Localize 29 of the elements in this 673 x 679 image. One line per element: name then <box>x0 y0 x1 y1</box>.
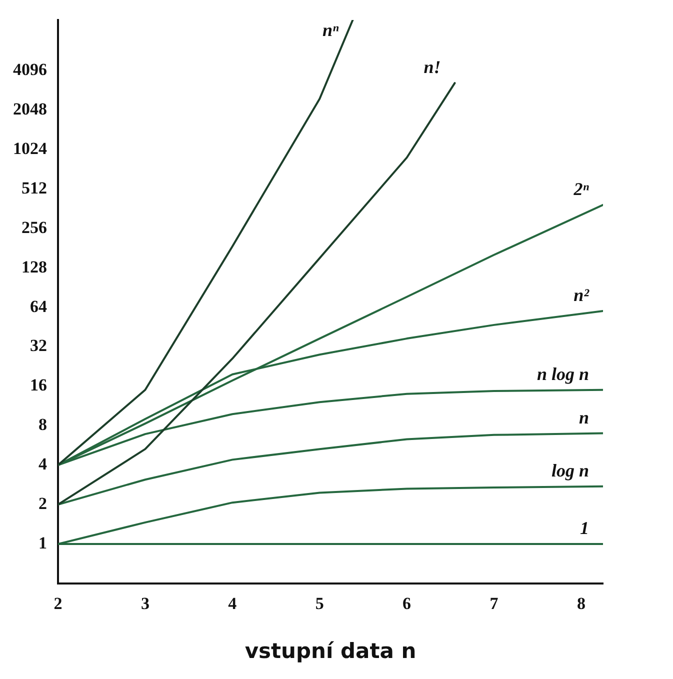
y-tick-label: 4 <box>38 454 48 474</box>
series-label: log n <box>551 460 589 480</box>
x-tick-label: 5 <box>315 594 324 613</box>
y-tick-label: 32 <box>30 336 47 356</box>
x-tick-label: 6 <box>402 594 412 613</box>
x-tick-label: 7 <box>490 594 499 613</box>
y-tick-label: 16 <box>30 376 47 395</box>
y-tick-label: 128 <box>22 257 47 276</box>
x-tick-label: 4 <box>228 594 238 613</box>
y-tick-label: 64 <box>30 296 48 316</box>
y-tick-label: 256 <box>22 218 47 237</box>
y-tick-label: 1 <box>38 533 47 552</box>
y-tick-label: 2 <box>38 494 47 513</box>
series-label: n! <box>424 57 441 78</box>
series-label: n² <box>574 285 590 306</box>
y-tick-label: 512 <box>22 178 47 198</box>
series-label: nⁿ <box>322 20 340 40</box>
x-axis-title: vstupní data n <box>244 638 416 663</box>
y-tick-label: 2048 <box>13 100 47 119</box>
series-label: 1 <box>580 518 589 538</box>
x-tick-label: 3 <box>140 594 150 613</box>
series-label: n log n <box>536 364 589 384</box>
series-label: 2ⁿ <box>572 178 590 199</box>
series-label: n <box>578 407 589 428</box>
x-tick-label: 8 <box>576 594 586 613</box>
y-tick-label: 4096 <box>13 60 47 80</box>
x-tick-label: 2 <box>54 594 62 613</box>
y-tick-label: 8 <box>38 415 47 434</box>
y-tick-label: 1024 <box>13 139 48 158</box>
